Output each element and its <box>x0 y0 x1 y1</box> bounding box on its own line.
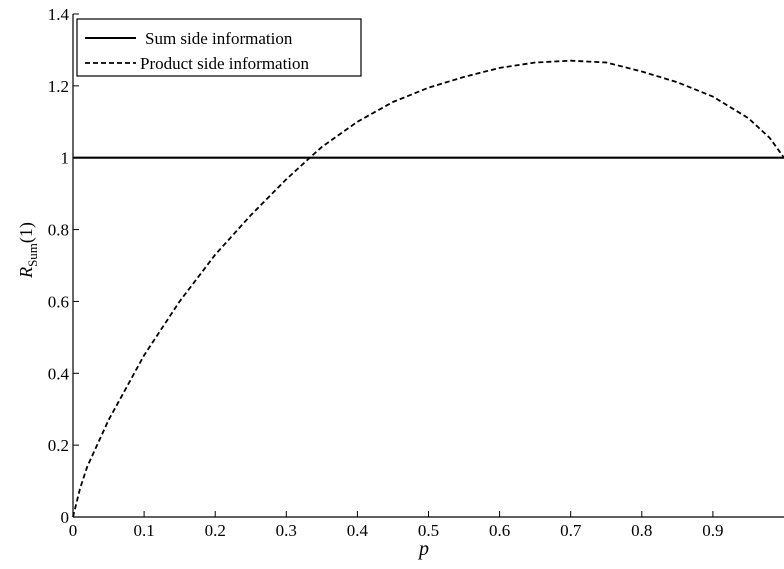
y-tick-label: 0.2 <box>48 436 69 455</box>
y-axis-label-main: R <box>16 267 36 279</box>
y-axis-label-subscript: Sum <box>25 243 40 267</box>
x-tick-label: 0.6 <box>489 521 510 540</box>
series-lines <box>72 59 784 518</box>
y-axis-label-suffix: (1) <box>16 222 37 243</box>
x-tick-label: 0.4 <box>347 521 369 540</box>
x-tick-label: 0.2 <box>205 521 226 540</box>
y-tick-label: 1.2 <box>48 77 69 96</box>
y-tick-label: 1 <box>61 149 70 168</box>
y-tick-label: 0.6 <box>48 292 69 311</box>
x-tick-label: 0.7 <box>560 521 582 540</box>
y-tick-label: 0.4 <box>48 364 70 383</box>
x-tick-label: 0.8 <box>631 521 652 540</box>
ticks: 0 0.1 0.2 0.3 0.4 0.5 0.6 0.7 0.8 0.9 0 0.2 0.4 0.6 0.… <box>48 5 724 540</box>
x-axis-label: p <box>417 538 429 560</box>
x-tick-label: 0.3 <box>276 521 297 540</box>
legend: Sum side information Product side inform… <box>76 18 362 77</box>
x-tick-label: 0.5 <box>418 521 439 540</box>
legend-label-sum: Sum side information <box>145 29 293 48</box>
y-axis-label: RSum(1) <box>16 222 40 279</box>
axes <box>72 14 784 518</box>
y-tick-label: 1.4 <box>48 5 70 24</box>
series-line-product <box>72 59 784 518</box>
y-tick-label: 0.8 <box>48 221 69 240</box>
y-tick-label: 0 <box>61 508 70 527</box>
x-tick-label: 0.1 <box>133 521 154 540</box>
legend-label-product: Product side information <box>140 54 310 73</box>
x-tick-label: 0.9 <box>702 521 723 540</box>
x-tick-label: 0 <box>69 521 78 540</box>
legend-box <box>76 18 362 77</box>
